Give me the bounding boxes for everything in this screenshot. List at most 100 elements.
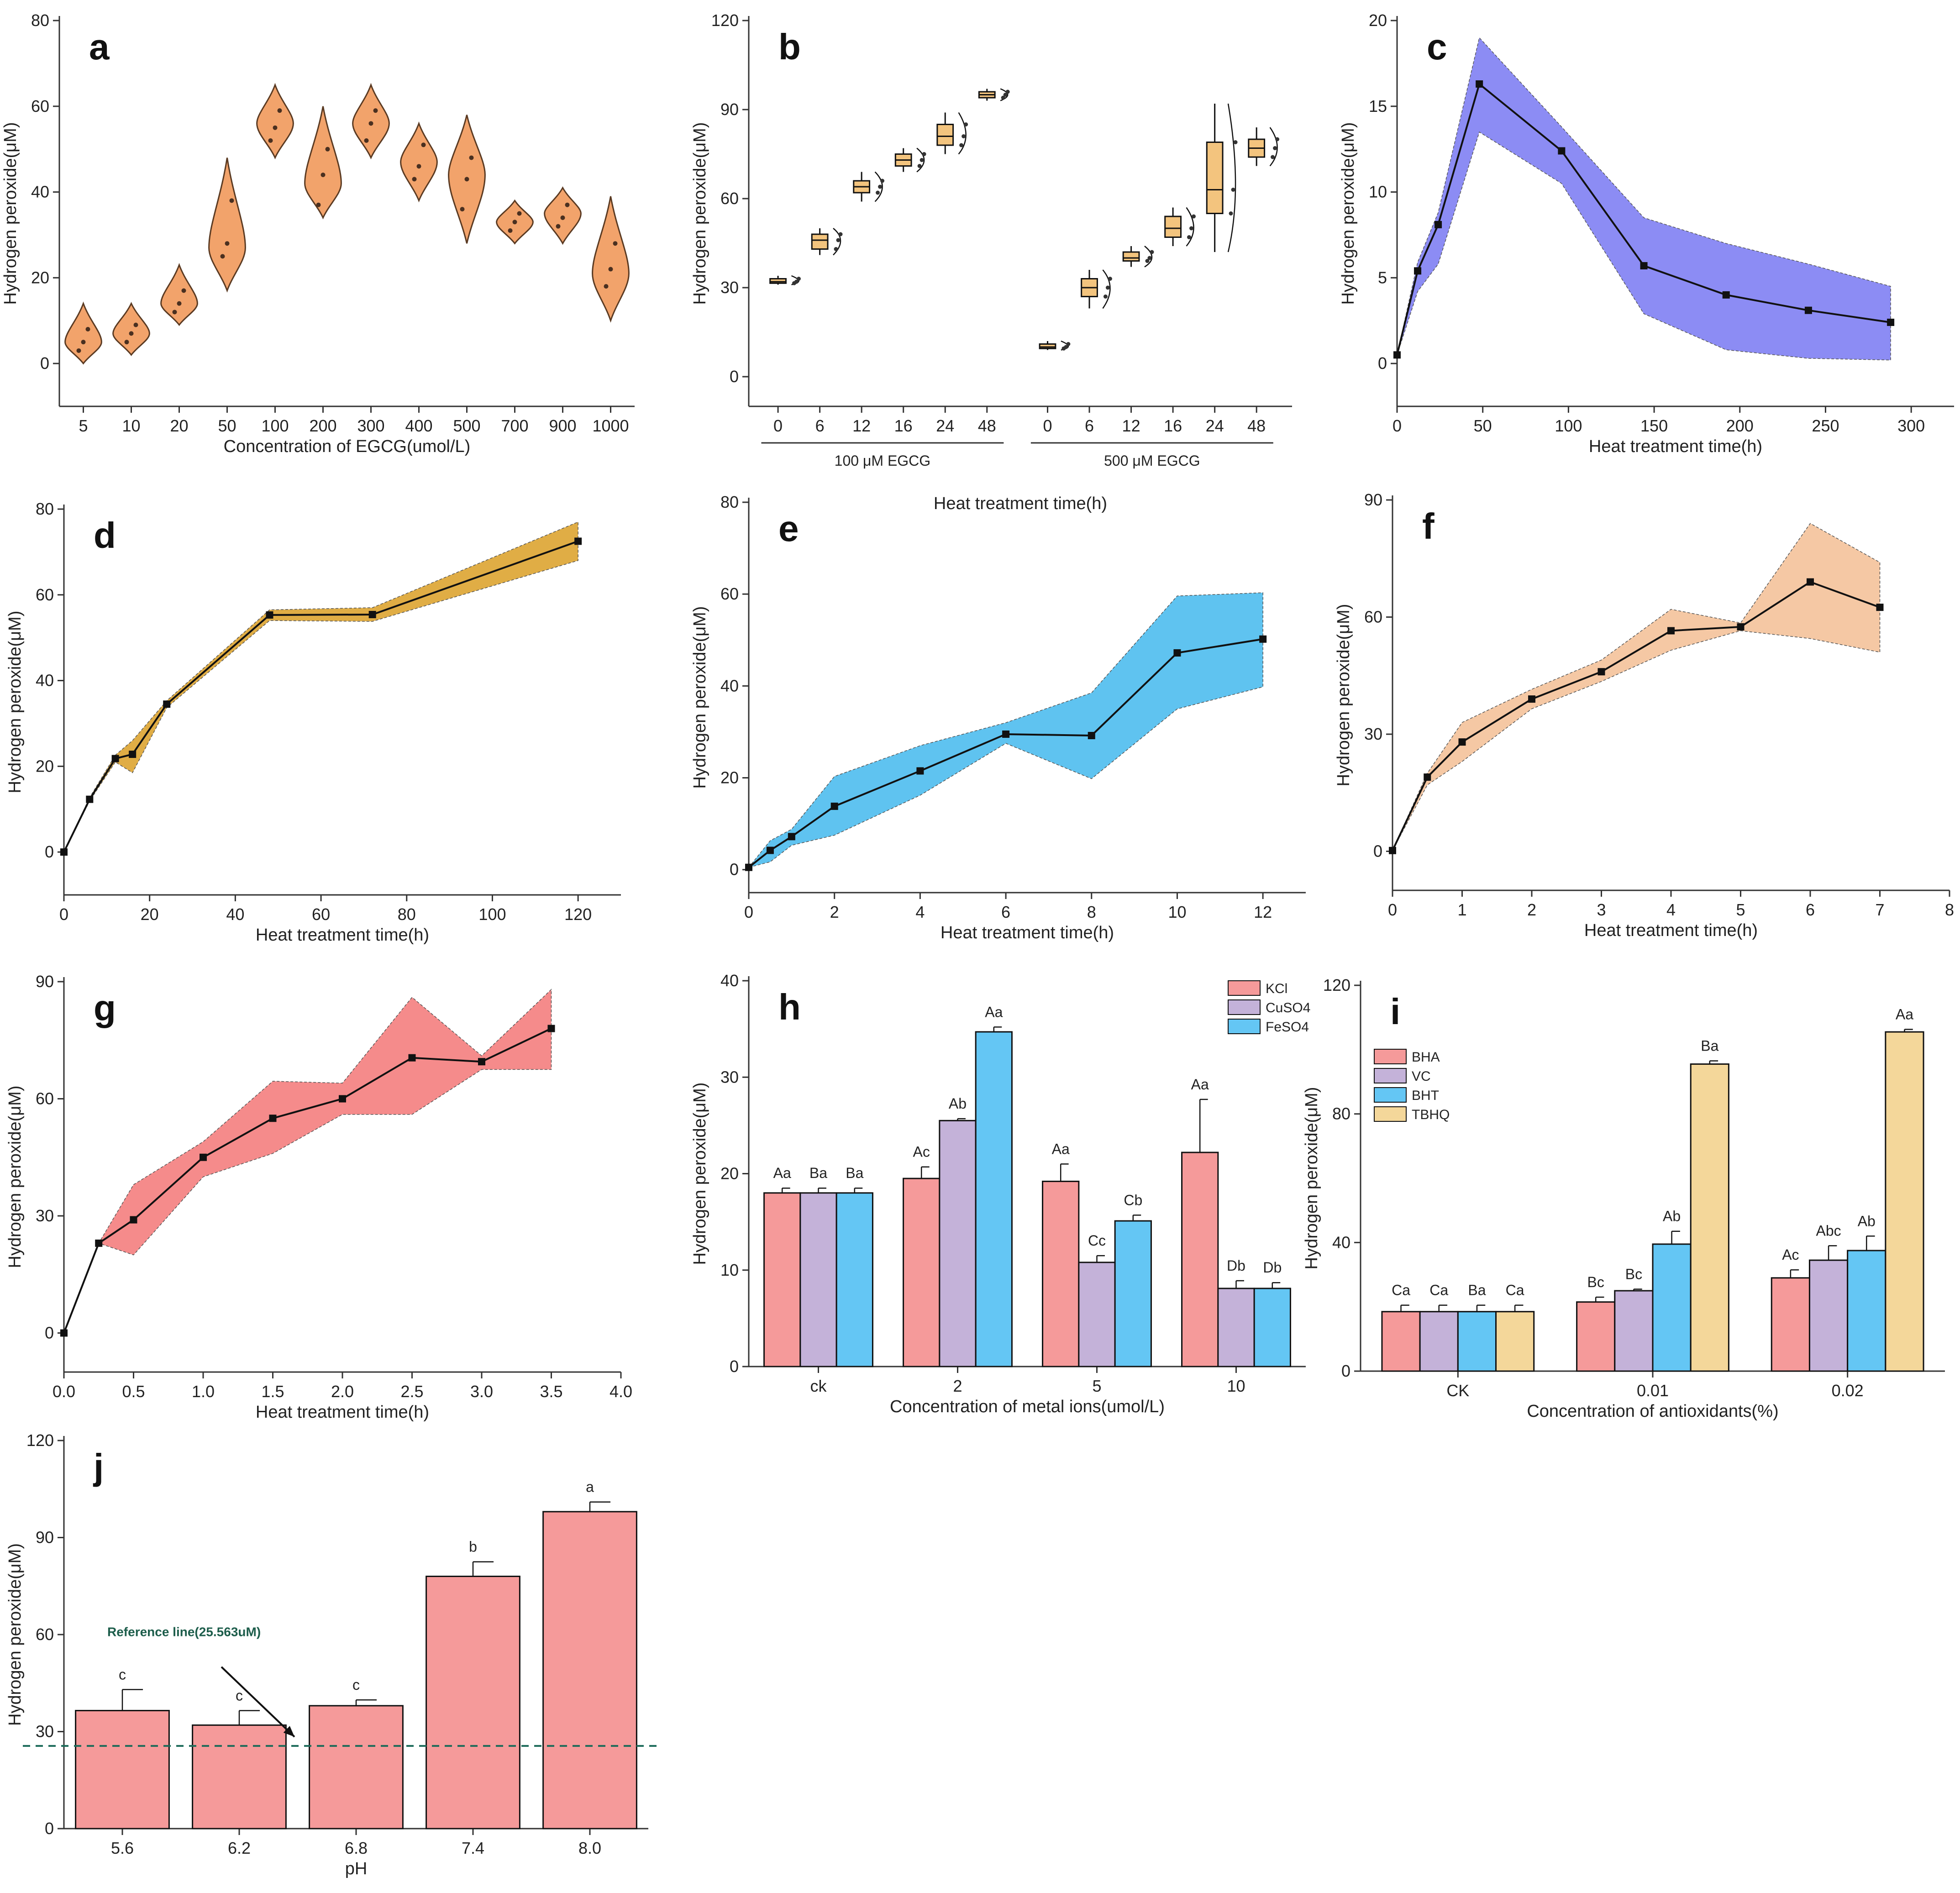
panel-letter: d <box>94 515 116 556</box>
legend-swatch <box>1228 980 1261 996</box>
bar-TBHQ <box>1885 1031 1924 1372</box>
series-marker <box>266 611 273 619</box>
x-axis-title: Heat treatment time(h) <box>1589 437 1762 456</box>
y-axis-title: Hydrogen peroxide(μM) <box>690 1083 709 1265</box>
x-tick-label: CK <box>1446 1381 1469 1400</box>
violin-body <box>208 158 246 293</box>
panel-j: 0 30 60 90 120 Hydrogen peroxide(μM) pH j 5.6 c 6.… <box>5 1431 657 1878</box>
series-marker <box>1435 221 1442 228</box>
box-body <box>936 124 954 146</box>
series-marker <box>111 755 119 762</box>
series-marker <box>60 848 68 856</box>
y-tick-label: 40 <box>36 671 54 690</box>
y-tick-label: 0 <box>730 860 739 879</box>
box-point <box>1150 250 1154 254</box>
series-marker <box>1804 306 1812 314</box>
x-tick-label: 8 <box>1945 900 1954 919</box>
bar-VC <box>1419 1311 1459 1372</box>
x-tick-label: 2.5 <box>400 1382 423 1401</box>
y-tick-label: 20 <box>720 768 739 787</box>
panel-i: 0 40 80 120 Hydrogen peroxide(μM) Concentrati… <box>1302 976 1945 1421</box>
box-density-curve <box>1102 269 1111 309</box>
group-label: 100 μM EGCG <box>835 452 931 469</box>
box-point <box>834 247 838 251</box>
legend-label: BHT <box>1412 1088 1439 1103</box>
series-marker <box>1458 738 1466 746</box>
box-point <box>878 184 883 189</box>
significance-label: Abc <box>1816 1222 1841 1239</box>
box-point <box>1108 277 1112 281</box>
box-point <box>876 190 880 195</box>
legend-swatch <box>1228 999 1261 1015</box>
confidence-band <box>748 592 1263 868</box>
violin-point <box>556 224 561 229</box>
bar-FeSO4 <box>975 1031 1013 1367</box>
series-marker <box>766 847 774 854</box>
y-tick-label: 30 <box>36 1206 54 1225</box>
y-tick-label: 60 <box>36 585 54 604</box>
box-point <box>880 179 885 183</box>
confidence-band <box>63 989 552 1333</box>
y-axis-title: Hydrogen peroxide(μM) <box>1 122 20 305</box>
bar-BHT <box>1457 1311 1497 1372</box>
x-tick-label: 6 <box>1806 900 1815 919</box>
y-tick-label: 90 <box>1364 490 1382 509</box>
legend-label: CuSO4 <box>1266 1000 1310 1015</box>
x-axis-title: Concentration of antioxidants(%) <box>1527 1402 1778 1421</box>
box-point <box>962 134 966 138</box>
violin-point <box>373 108 378 113</box>
y-axis-title: Hydrogen peroxide(μM) <box>1339 122 1358 305</box>
x-tick-label: 0.02 <box>1832 1381 1864 1400</box>
box-density-curve <box>1227 103 1236 252</box>
x-tick-label: 16 <box>1164 416 1182 435</box>
significance-label: Ab <box>1858 1213 1876 1229</box>
series-marker <box>95 1239 103 1247</box>
box-point <box>1064 345 1068 349</box>
box-point <box>922 152 926 156</box>
x-tick-label: 10 <box>1227 1377 1245 1395</box>
series-marker <box>1876 604 1884 611</box>
bar-FeSO4 <box>1253 1288 1291 1367</box>
x-tick-label: 100 <box>261 416 289 435</box>
x-tick-label: 5 <box>1092 1377 1101 1395</box>
legend-swatch <box>1228 1019 1261 1034</box>
y-tick-label: 40 <box>1332 1233 1350 1251</box>
x-tick-label: 200 <box>1726 416 1754 435</box>
box-point <box>1145 259 1150 263</box>
x-tick-label: 500 <box>453 416 480 435</box>
x-axis-title: Concentration of EGCG(umol/L) <box>224 437 471 456</box>
y-tick-label: 90 <box>36 972 54 991</box>
violin-point <box>421 142 426 147</box>
violin-point <box>613 241 618 246</box>
box-point <box>794 279 799 284</box>
y-tick-label: 20 <box>31 268 49 287</box>
x-tick-label: 10 <box>1168 903 1186 921</box>
x-tick-label: 20 <box>141 905 159 924</box>
violin-point <box>129 331 134 336</box>
x-tick-label: 150 <box>1640 416 1668 435</box>
significance-label: Ab <box>1663 1208 1681 1225</box>
x-tick-label: 250 <box>1812 416 1839 435</box>
violin-body <box>64 301 102 365</box>
bar-TBHQ <box>1690 1063 1729 1372</box>
violin-point <box>177 301 182 306</box>
x-tick-label: 50 <box>1474 416 1492 435</box>
significance-label: Db <box>1263 1259 1282 1276</box>
x-tick-label: 80 <box>398 905 416 924</box>
bar-KCl <box>1042 1180 1080 1367</box>
y-tick-label: 60 <box>1364 608 1382 626</box>
violin-body <box>256 83 294 159</box>
box-point <box>796 277 801 281</box>
x-tick-label: 400 <box>405 416 432 435</box>
box-point <box>1066 342 1071 346</box>
legend-label: KCl <box>1266 981 1287 996</box>
reference-arrow-head <box>283 1726 294 1737</box>
violin-point <box>133 322 138 327</box>
box-point <box>1233 140 1238 144</box>
significance-label: Cb <box>1124 1192 1142 1208</box>
violin-point <box>273 125 278 130</box>
significance-label: c <box>236 1687 243 1704</box>
y-axis-title: Hydrogen peroxide(μM) <box>690 606 709 789</box>
series-marker <box>1414 267 1422 275</box>
